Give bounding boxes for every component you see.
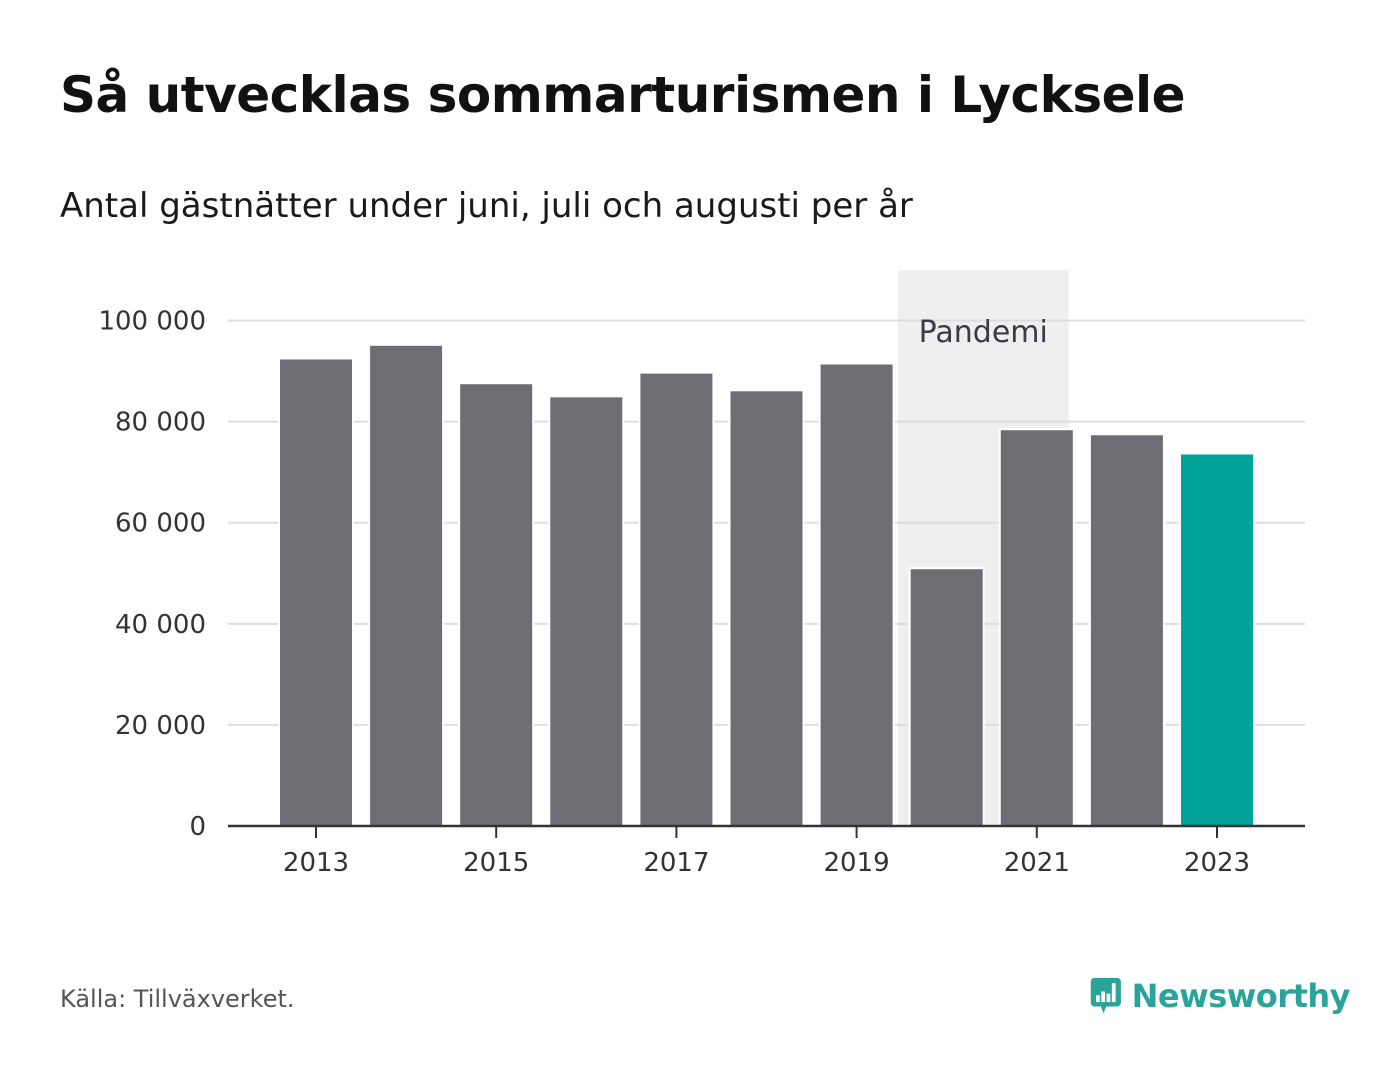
tick-labels: Pandemi 0 20 000 40 000 60 000 80 000 100 000 2… [98,307,1250,878]
y-tick-label: 80 000 [115,408,206,438]
axes [228,824,1305,838]
bar-2020 [908,567,985,828]
y-tick-label: 60 000 [115,509,206,539]
bar-2018 [728,389,805,827]
brand-name: Newsworthy [1131,977,1351,1015]
chart-subtitle: Antal gästnätter under juni, juli och au… [60,186,913,226]
y-tick-label: 100 000 [98,307,206,337]
pandemic-label: Pandemi [919,315,1048,350]
source-note: Källa: Tillväxverket. [60,985,295,1013]
x-tick-label: 2019 [824,848,890,878]
bar-2022 [1088,433,1165,827]
x-tick-label: 2021 [1004,848,1070,878]
bar-2016 [548,395,625,827]
y-tick-label: 20 000 [115,711,206,741]
newsworthy-logo-icon [1090,977,1121,1014]
bar-2013 [278,357,354,827]
bar-2021 [998,428,1075,827]
x-tick-label: 2017 [643,848,709,878]
bars [278,343,1255,828]
y-tick-label: 40 000 [115,610,206,640]
bar-2023 [1179,452,1255,827]
x-tick-label: 2023 [1184,848,1250,878]
bar-2015 [458,382,535,827]
chart-title: Så utvecklas sommarturismen i Lycksele [60,66,1186,124]
x-tick-label: 2013 [283,848,349,878]
x-tick-label: 2015 [463,848,529,878]
y-tick-label: 0 [189,812,206,842]
bar-2019 [818,362,895,827]
brand-logo[interactable]: Newsworthy [1090,968,1351,1024]
bar-2014 [368,343,445,827]
bar-2017 [638,371,715,827]
